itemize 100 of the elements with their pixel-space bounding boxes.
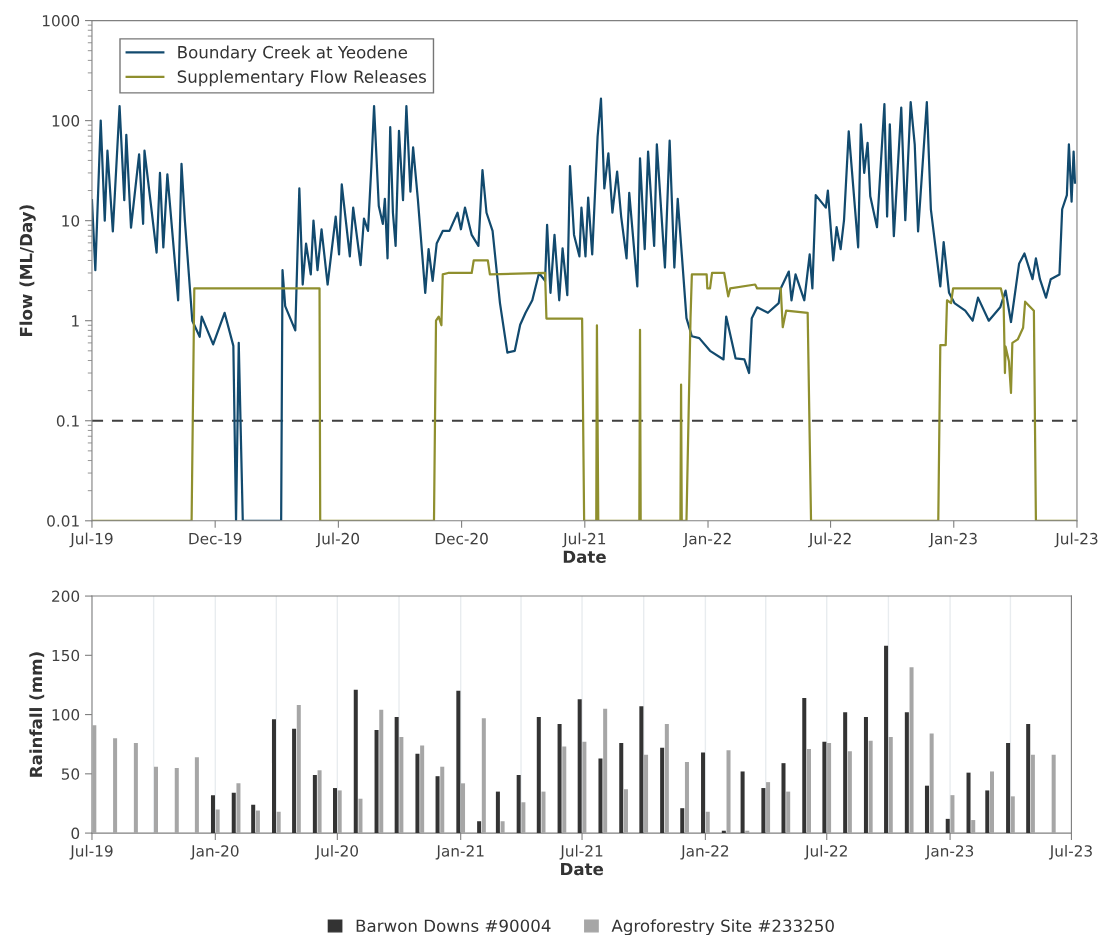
bar [888,737,893,834]
y-axis-title: Rainfall (mm) [29,652,45,777]
bar [276,811,281,834]
bar [332,788,337,834]
y-tick-label: 0.01 [47,515,79,527]
bar [292,728,297,834]
bar [740,771,745,834]
legend-label: Supplementary Flow Releases [177,70,426,87]
bar [296,705,301,834]
bar [174,767,179,834]
bar [500,821,505,834]
bar [1010,796,1015,834]
legend-label: Barwon Downs #90004 [356,919,551,933]
bar [1006,743,1011,834]
bar [92,725,97,834]
y-tick-label: 0 [71,827,80,840]
y-tick-label: 50 [61,768,80,780]
bar [394,716,399,834]
legend-label: Boundary Creek at Yeodene [178,45,408,62]
y-tick-label: 150 [52,649,80,662]
bar [399,737,404,834]
bar [822,741,827,834]
bar [210,795,215,834]
bar [557,724,562,834]
bar [726,750,731,834]
x-axis-title: Date [561,862,604,876]
bar [194,757,199,834]
bar [786,791,791,834]
y-tick-label: 100 [52,115,80,127]
bar [374,729,379,834]
bar [317,770,322,834]
bar [541,791,546,834]
bar [562,746,567,834]
bar [358,798,363,834]
bar [701,752,706,834]
x-axis-title: Date [563,550,606,564]
x-tick-label: Dec-19 [189,532,242,545]
bar [456,690,461,834]
bar [644,754,649,834]
bar [929,733,934,834]
bar [868,740,873,834]
bar [440,766,445,834]
bar [909,667,914,834]
bar [985,790,990,834]
bar [420,745,425,834]
bar [1051,754,1056,834]
x-tick-label: Jan-22 [682,532,731,548]
bar [353,689,358,834]
x-tick-label: Jul-20 [315,532,360,548]
bar [989,771,994,834]
bar [231,792,236,834]
x-tick-label: Jan-22 [680,845,729,860]
bar [435,776,440,834]
x-tick-label: Jul-19 [69,532,113,548]
bar [598,758,603,834]
bar [236,783,241,834]
bar [582,741,587,834]
bar [461,783,466,834]
bar [312,775,317,834]
bar [781,763,786,834]
bar [884,645,889,834]
bar [847,751,852,834]
bar [971,820,976,834]
x-tick-label: Jul-21 [559,844,603,860]
bar [766,782,771,834]
bar [827,743,832,834]
bar [495,791,500,834]
bar [950,795,955,834]
bar [516,775,521,834]
bar [664,724,669,834]
bar [251,804,256,834]
bar [806,748,811,834]
y-tick-label: 1000 [42,15,80,27]
bar [802,697,807,834]
x-tick-label: Jul-23 [1054,532,1098,548]
bar [904,712,909,834]
bar [1026,724,1031,834]
y-tick-label: 200 [52,590,80,603]
bar [761,788,766,834]
bar [684,761,689,834]
y-tick-label: 100 [52,709,80,721]
bar [415,753,420,834]
x-tick-label: Jan-23 [925,845,974,860]
bar [623,789,628,834]
x-tick-label: Dec-20 [435,532,488,545]
x-tick-label: Jul-23 [1048,844,1092,860]
y-axis-title: Flow (ML/Day) [19,205,36,336]
bar [639,706,644,834]
bar [863,716,868,834]
bar [966,772,971,834]
bar [215,809,220,834]
bar [660,747,665,834]
x-tick-label: Jan-23 [928,532,977,548]
bar [379,709,384,834]
bar [271,719,276,834]
bar [133,743,138,834]
bar [577,699,582,834]
y-tick-label: 0.1 [56,415,79,427]
bar [255,810,260,834]
bar [477,821,482,834]
